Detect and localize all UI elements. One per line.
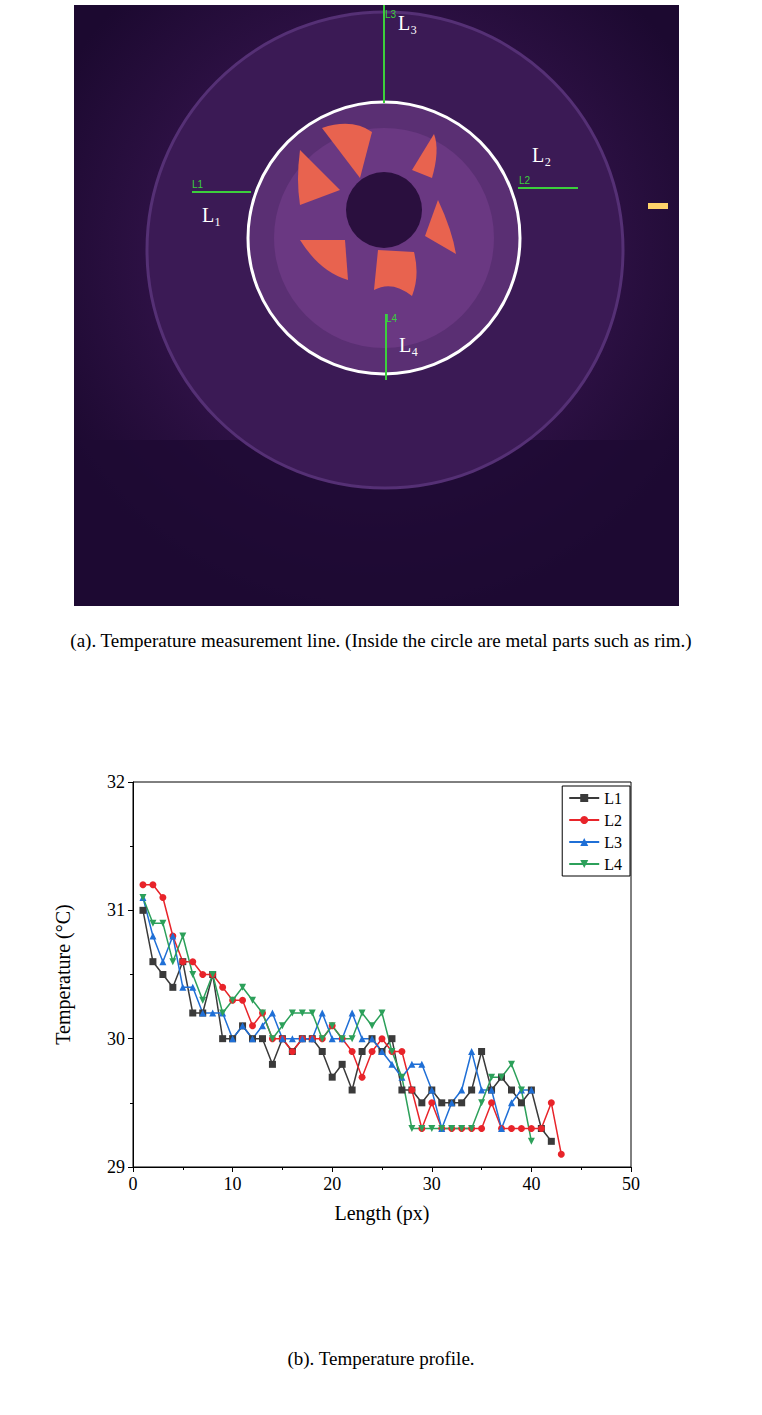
svg-text:40: 40 bbox=[522, 1174, 540, 1194]
svg-text:Length (px): Length (px) bbox=[335, 1202, 430, 1225]
svg-text:10: 10 bbox=[224, 1174, 242, 1194]
svg-text:L4: L4 bbox=[604, 856, 622, 873]
svg-text:31: 31 bbox=[107, 900, 125, 920]
svg-text:L4: L4 bbox=[386, 313, 398, 324]
svg-text:Temperature (°C): Temperature (°C) bbox=[52, 904, 75, 1044]
svg-text:L3: L3 bbox=[385, 9, 397, 20]
svg-text:20: 20 bbox=[323, 1174, 341, 1194]
svg-text:30: 30 bbox=[423, 1174, 441, 1194]
svg-text:L3: L3 bbox=[604, 834, 622, 851]
svg-text:L₄: L₄ bbox=[399, 334, 418, 356]
svg-text:L2: L2 bbox=[519, 175, 531, 186]
svg-text:50: 50 bbox=[622, 1174, 640, 1194]
svg-text:30: 30 bbox=[107, 1029, 125, 1049]
svg-text:L1: L1 bbox=[604, 790, 622, 807]
html-text:(b). Temperature profile.: (b). Temperature profile. bbox=[287, 1348, 475, 1369]
svg-text:L1: L1 bbox=[192, 179, 204, 190]
svg-text:L₁: L₁ bbox=[202, 204, 221, 226]
svg-text:L₂: L₂ bbox=[532, 144, 551, 166]
html-text:(a). Temperature measurement l: (a). Temperature measurement line. (Insi… bbox=[70, 630, 692, 651]
svg-text:29: 29 bbox=[107, 1157, 125, 1177]
svg-text:32: 32 bbox=[107, 772, 125, 792]
svg-text:L2: L2 bbox=[604, 812, 622, 829]
svg-text:0: 0 bbox=[129, 1174, 138, 1194]
svg-text:L₃: L₃ bbox=[398, 12, 417, 34]
